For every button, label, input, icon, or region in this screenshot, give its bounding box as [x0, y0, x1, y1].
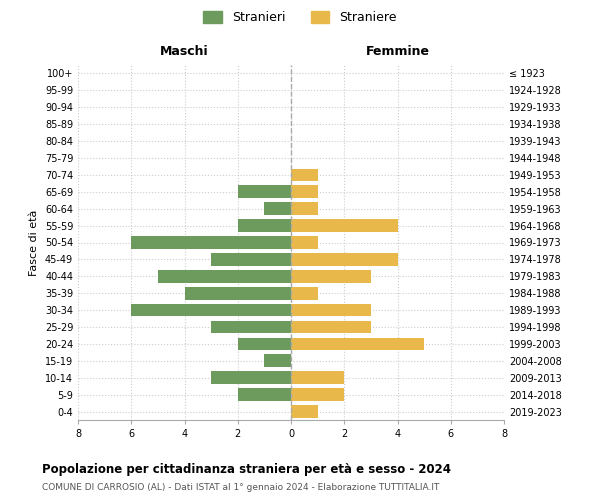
Bar — [291, 253, 398, 266]
Text: Femmine: Femmine — [365, 45, 430, 58]
Bar — [265, 202, 291, 215]
Text: Maschi: Maschi — [160, 45, 209, 58]
Bar — [291, 304, 371, 316]
Bar — [291, 220, 398, 232]
Bar — [131, 236, 291, 249]
Bar — [265, 354, 291, 367]
Bar — [291, 388, 344, 401]
Bar — [238, 186, 291, 198]
Bar — [158, 270, 291, 282]
Bar — [291, 236, 317, 249]
Bar — [291, 372, 344, 384]
Bar — [211, 320, 291, 334]
Bar — [291, 202, 317, 215]
Bar — [291, 338, 424, 350]
Bar — [238, 388, 291, 401]
Bar — [291, 270, 371, 282]
Bar — [131, 304, 291, 316]
Y-axis label: Fasce di età: Fasce di età — [29, 210, 39, 276]
Bar — [291, 186, 317, 198]
Legend: Stranieri, Straniere: Stranieri, Straniere — [198, 6, 402, 29]
Text: COMUNE DI CARROSIO (AL) - Dati ISTAT al 1° gennaio 2024 - Elaborazione TUTTITALI: COMUNE DI CARROSIO (AL) - Dati ISTAT al … — [42, 482, 439, 492]
Bar — [211, 253, 291, 266]
Bar — [291, 168, 317, 181]
Bar — [291, 320, 371, 334]
Bar — [185, 287, 291, 300]
Bar — [238, 338, 291, 350]
Bar — [291, 287, 317, 300]
Bar — [238, 220, 291, 232]
Bar — [291, 405, 317, 418]
Bar — [211, 372, 291, 384]
Text: Popolazione per cittadinanza straniera per età e sesso - 2024: Popolazione per cittadinanza straniera p… — [42, 462, 451, 475]
